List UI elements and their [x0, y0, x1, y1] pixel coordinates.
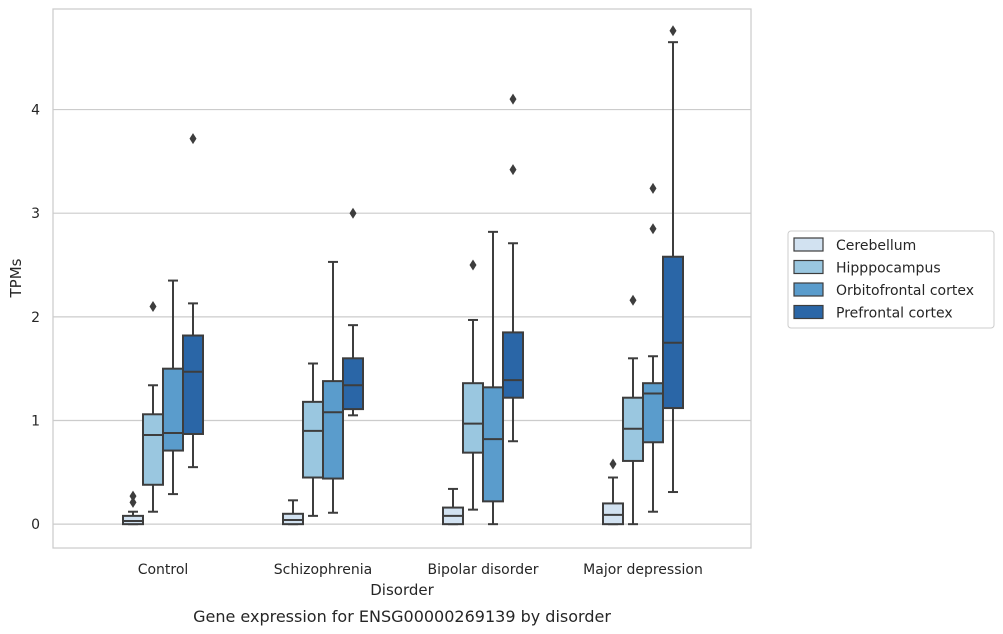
y-tick-label-3: 3: [31, 206, 40, 222]
plot-frame: [52, 8, 752, 549]
y-axis-label: TPMs: [7, 258, 25, 298]
box-iqr: [282, 512, 304, 526]
box-3-series-3: [482, 230, 504, 526]
box-series-group: [122, 25, 684, 526]
box-2-series-3: [322, 260, 344, 514]
y-tick-label-1: 1: [31, 414, 40, 430]
box-iqr: [322, 380, 344, 480]
box-iqr: [122, 514, 144, 526]
legend-label-1: Cerebellum: [836, 238, 916, 254]
legend-swatch-1: [793, 237, 824, 252]
x-tick-labels: Control Schizophrenia Bipolar disorder Majo…: [138, 562, 703, 578]
box-3-series-2: [462, 259, 484, 511]
box-iqr: [602, 502, 624, 526]
box-1-series-4: [182, 133, 204, 469]
box-iqr: [662, 255, 684, 410]
x-tick-label-2: Schizophrenia: [274, 562, 372, 578]
box-iqr: [182, 334, 204, 435]
legend-swatch-2: [793, 259, 824, 275]
box-1-series-2: [142, 300, 164, 513]
outlier-point-2: [129, 490, 137, 502]
box-4-series-4: [662, 25, 684, 494]
legend-label-2: Hipppocampus: [836, 261, 941, 277]
box-4-series-1: [602, 458, 624, 526]
outlier-point-1: [669, 25, 677, 37]
outlier-point-1: [649, 223, 657, 235]
box-4-series-2: [622, 294, 644, 526]
x-tick-label-1: Control: [138, 562, 189, 578]
y-tick-label-2: 2: [31, 310, 40, 326]
x-tick-label-4: Major depression: [583, 562, 703, 578]
box-iqr: [502, 331, 524, 399]
box-2-series-4: [342, 207, 364, 417]
box-4-series-3: [642, 182, 664, 513]
outlier-point-1: [129, 496, 137, 508]
outlier-point-1: [349, 207, 357, 219]
outlier-point-1: [149, 300, 157, 312]
legend-swatch-4: [793, 304, 824, 320]
box-iqr: [642, 382, 664, 444]
outlier-point-2: [649, 182, 657, 194]
legend-label-4: Prefrontal cortex: [836, 306, 953, 322]
box-iqr: [142, 413, 164, 486]
box-iqr: [342, 357, 364, 411]
chart-caption: Gene expression for ENSG00000269139 by d…: [193, 607, 611, 626]
box-iqr: [462, 382, 484, 454]
legend-frame: [787, 230, 995, 329]
outlier-point-1: [469, 259, 477, 271]
box-iqr: [482, 386, 504, 503]
box-3-series-1: [442, 487, 464, 526]
x-axis-label: Disorder: [370, 581, 434, 599]
legend-label-3: Orbitofrontal cortex: [836, 283, 974, 299]
y-tick-labels: 0 1 2 3 4: [31, 103, 40, 534]
outlier-point-1: [629, 294, 637, 306]
outlier-point-2: [509, 93, 517, 105]
box-1-series-1: [122, 490, 144, 526]
outlier-point-1: [509, 164, 517, 176]
y-tick-label-4: 4: [31, 103, 40, 119]
outlier-point-1: [609, 458, 617, 470]
legend: Cerebellum Hipppocampus Orbitofrontal cort…: [787, 230, 995, 329]
outlier-point-1: [189, 133, 197, 145]
x-tick-label-3: Bipolar disorder: [427, 562, 538, 578]
box-3-series-4: [502, 93, 524, 443]
box-1-series-3: [162, 279, 184, 496]
box-iqr: [162, 367, 184, 452]
y-tick-label-0: 0: [31, 517, 40, 533]
box-iqr: [302, 400, 324, 479]
legend-swatch-3: [793, 282, 824, 297]
box-2-series-1: [282, 499, 304, 526]
